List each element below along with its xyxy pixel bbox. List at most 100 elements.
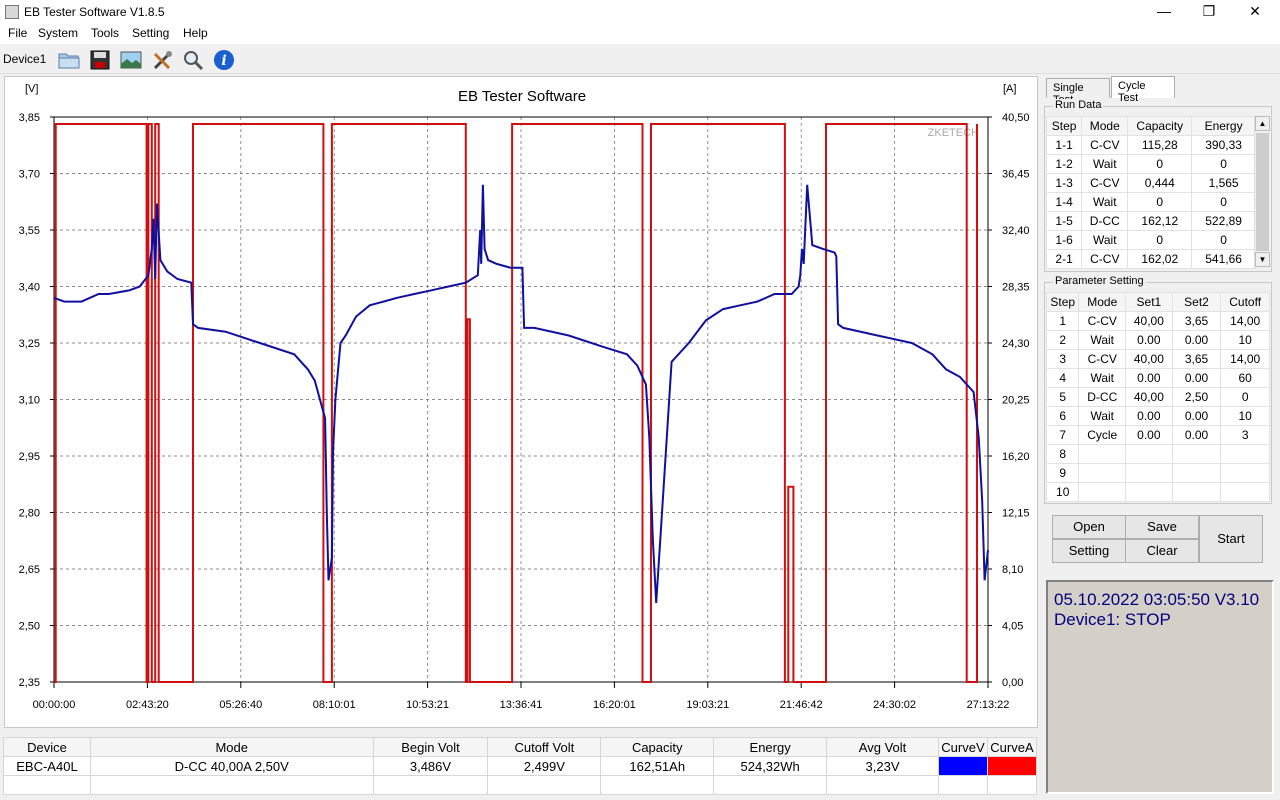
cell[interactable]: C-CV bbox=[1078, 311, 1127, 331]
voltage-curve-line bbox=[53, 184, 989, 603]
y-right-tick-label: 40,50 bbox=[1002, 112, 1030, 124]
param-row[interactable]: 3 C-CV 40,00 3,65 14,00 bbox=[1045, 349, 1270, 369]
run-data-row[interactable]: 1-1 C-CV 115,28 390,33 bbox=[1045, 135, 1256, 155]
run-data-row[interactable]: 1-5 D-CC 162,12 522,89 bbox=[1045, 211, 1256, 231]
menu-system[interactable]: System bbox=[38, 26, 79, 40]
maximize-button[interactable]: ❐ bbox=[1202, 3, 1216, 19]
cell[interactable]: Wait bbox=[1078, 406, 1127, 426]
cell[interactable] bbox=[1125, 444, 1173, 464]
param-row[interactable]: 8 bbox=[1045, 444, 1270, 464]
image-icon[interactable] bbox=[118, 47, 144, 73]
cell: 7 bbox=[1045, 425, 1080, 445]
clear-button[interactable]: Clear bbox=[1125, 539, 1199, 563]
status-display: 05.10.2022 03:05:50 V3.10 Device1: STOP bbox=[1046, 580, 1274, 794]
menu-help[interactable]: Help bbox=[183, 26, 208, 40]
cell[interactable]: 0 bbox=[1220, 387, 1270, 407]
cell: 0,444 bbox=[1127, 173, 1193, 193]
tab-single-test[interactable]: Single Test bbox=[1046, 78, 1110, 106]
scroll-thumb[interactable] bbox=[1256, 133, 1269, 251]
cell[interactable]: 0.00 bbox=[1125, 330, 1173, 350]
cell: 4 bbox=[1045, 368, 1080, 388]
cell[interactable]: 0.00 bbox=[1125, 425, 1173, 445]
menu-setting[interactable]: Setting bbox=[132, 26, 170, 40]
cell[interactable]: 2,50 bbox=[1171, 387, 1222, 407]
cell[interactable] bbox=[1078, 463, 1127, 483]
summary-header-mode: Mode bbox=[89, 737, 374, 757]
run-data-row[interactable]: 1-6 Wait 0 0 bbox=[1045, 230, 1256, 250]
folder-icon[interactable] bbox=[56, 47, 82, 73]
cell[interactable]: 10 bbox=[1220, 330, 1270, 350]
param-row[interactable]: 5 D-CC 40,00 2,50 0 bbox=[1045, 387, 1270, 407]
run-data-scrollbar[interactable]: ▲ ▼ bbox=[1254, 116, 1270, 268]
cell[interactable]: 0.00 bbox=[1125, 406, 1173, 426]
param-row[interactable]: 2 Wait 0.00 0.00 10 bbox=[1045, 330, 1270, 350]
cell[interactable] bbox=[1171, 463, 1222, 483]
tab-cycle-test[interactable]: Cycle Test bbox=[1111, 76, 1175, 104]
run-data-row[interactable]: 1-4 Wait 0 0 bbox=[1045, 192, 1256, 212]
cell[interactable]: 3 bbox=[1220, 425, 1270, 445]
cell[interactable]: Wait bbox=[1078, 368, 1127, 388]
param-row[interactable]: 7 Cycle 0.00 0.00 3 bbox=[1045, 425, 1270, 445]
cell[interactable] bbox=[1171, 482, 1222, 502]
cell[interactable]: 0.00 bbox=[1171, 368, 1222, 388]
cell[interactable]: C-CV bbox=[1078, 349, 1127, 369]
cell[interactable] bbox=[1125, 463, 1173, 483]
cell[interactable]: 3,65 bbox=[1171, 349, 1222, 369]
cell[interactable] bbox=[1220, 482, 1270, 502]
cell[interactable] bbox=[1125, 482, 1173, 502]
cell[interactable]: Cycle bbox=[1078, 425, 1127, 445]
save-button[interactable]: Save bbox=[1125, 515, 1199, 539]
close-button[interactable]: ✕ bbox=[1249, 3, 1261, 19]
magnifier-icon[interactable] bbox=[180, 47, 206, 73]
cell[interactable] bbox=[1078, 444, 1127, 464]
cell[interactable] bbox=[1078, 482, 1127, 502]
device-selector[interactable]: Device1 bbox=[3, 52, 47, 66]
cell: 0 bbox=[1127, 230, 1193, 250]
curve-v-swatch[interactable] bbox=[937, 756, 988, 776]
run-data-row[interactable]: 2-1 C-CV 162,02 541,66 bbox=[1045, 249, 1256, 269]
setting-button[interactable]: Setting bbox=[1052, 539, 1126, 563]
cell: Wait bbox=[1081, 154, 1129, 174]
cell[interactable]: 14,00 bbox=[1220, 349, 1270, 369]
run-data-row[interactable]: 1-3 C-CV 0,444 1,565 bbox=[1045, 173, 1256, 193]
cell[interactable]: 0.00 bbox=[1171, 406, 1222, 426]
cell[interactable]: 3,65 bbox=[1171, 311, 1222, 331]
scroll-up-icon[interactable]: ▲ bbox=[1255, 116, 1270, 131]
cell[interactable]: 40,00 bbox=[1125, 311, 1173, 331]
run-data-row[interactable]: 1-2 Wait 0 0 bbox=[1045, 154, 1256, 174]
scroll-down-icon[interactable]: ▼ bbox=[1255, 252, 1270, 267]
param-row[interactable]: 10 bbox=[1045, 482, 1270, 502]
cell[interactable] bbox=[1220, 444, 1270, 464]
info-icon[interactable]: i bbox=[211, 47, 237, 73]
start-button[interactable]: Start bbox=[1199, 515, 1263, 563]
cell[interactable] bbox=[1220, 463, 1270, 483]
param-row[interactable]: 4 Wait 0.00 0.00 60 bbox=[1045, 368, 1270, 388]
curve-a-swatch[interactable] bbox=[986, 756, 1038, 776]
status-datetime: 05.10.2022 03:05:50 V3.10 bbox=[1054, 590, 1260, 609]
cell[interactable]: 10 bbox=[1220, 406, 1270, 426]
cell[interactable]: 0.00 bbox=[1171, 330, 1222, 350]
param-row[interactable]: 9 bbox=[1045, 463, 1270, 483]
cell[interactable] bbox=[1171, 444, 1222, 464]
cell[interactable]: Wait bbox=[1078, 330, 1127, 350]
cell[interactable]: 40,00 bbox=[1125, 349, 1173, 369]
parameter-setting-title: Parameter Setting bbox=[1053, 275, 1146, 287]
save-icon[interactable] bbox=[87, 47, 113, 73]
param-row[interactable]: 1 C-CV 40,00 3,65 14,00 bbox=[1045, 311, 1270, 331]
minimize-button[interactable]: — bbox=[1157, 3, 1171, 19]
cell[interactable]: 14,00 bbox=[1220, 311, 1270, 331]
cell[interactable]: 60 bbox=[1220, 368, 1270, 388]
summary-row[interactable]: EBC-A40L D-CC 40,00A 2,50V 3,486V 2,499V… bbox=[3, 756, 1038, 776]
cell[interactable]: D-CC bbox=[1078, 387, 1127, 407]
summary-mode: D-CC 40,00A 2,50V bbox=[89, 756, 374, 776]
param-row[interactable]: 6 Wait 0.00 0.00 10 bbox=[1045, 406, 1270, 426]
tools-icon[interactable] bbox=[150, 47, 176, 73]
menu-file[interactable]: File bbox=[8, 26, 28, 40]
summary-header-capacity: Capacity bbox=[600, 737, 715, 757]
menu-tools[interactable]: Tools bbox=[91, 26, 120, 40]
open-button[interactable]: Open bbox=[1052, 515, 1126, 539]
cell[interactable]: 40,00 bbox=[1125, 387, 1173, 407]
summary-empty-row bbox=[3, 775, 1038, 795]
cell[interactable]: 0.00 bbox=[1171, 425, 1222, 445]
cell[interactable]: 0.00 bbox=[1125, 368, 1173, 388]
